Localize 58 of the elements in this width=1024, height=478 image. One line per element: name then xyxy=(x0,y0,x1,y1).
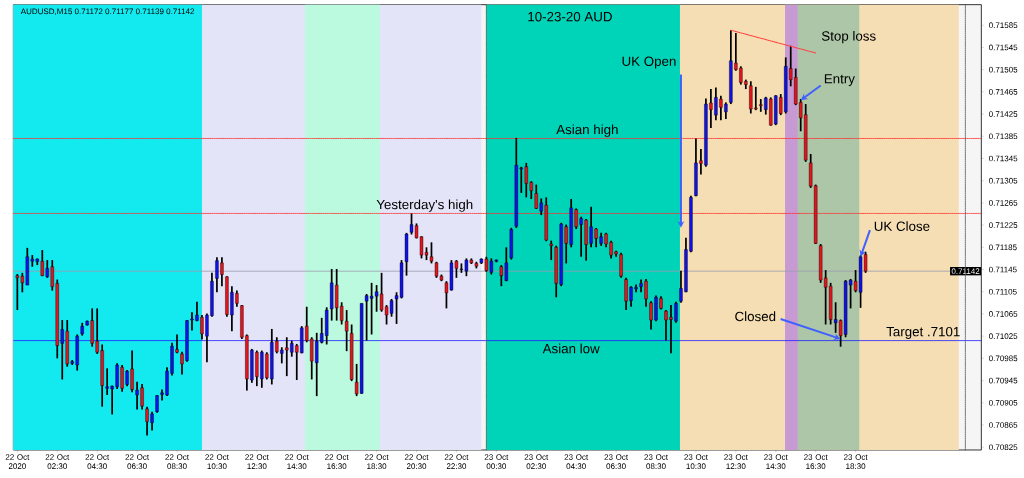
y-tick-label: 0.71585 xyxy=(989,22,1018,29)
x-tick-label: 23 Oct 10:30 xyxy=(684,454,708,469)
x-tick-label: 22 Oct 18:30 xyxy=(364,454,389,469)
x-tick-label: 23 Oct 06:30 xyxy=(604,454,629,469)
annotation: Entry xyxy=(824,74,855,87)
ref-line-label: Yesterday's high xyxy=(376,199,473,212)
annotation: UK Close xyxy=(874,221,930,231)
x-tick-label: 22 Oct 20:30 xyxy=(404,454,429,469)
x-tick-label: 23 Oct 12:30 xyxy=(724,454,748,469)
candlestick xyxy=(15,273,20,311)
candlestick xyxy=(499,264,504,288)
x-tick-label: 22 Oct 08:30 xyxy=(165,454,189,469)
y-tick-label: 0.71265 xyxy=(989,200,1018,206)
x-tick-label: 23 Oct 00:30 xyxy=(484,454,509,469)
y-tick-label: 0.70865 xyxy=(989,422,1018,428)
y-tick-label: 0.70945 xyxy=(989,377,1018,384)
x-tick-label: 23 Oct 14:30 xyxy=(764,454,788,469)
y-tick-label: 0.71105 xyxy=(989,288,1017,295)
x-tick-label: 23 Oct 02:30 xyxy=(524,454,549,469)
y-tick-label: 0.71305 xyxy=(989,177,1018,184)
y-tick-label: 0.70985 xyxy=(989,355,1018,362)
x-tick-label: 23 Oct 16:30 xyxy=(804,454,828,469)
candlestick xyxy=(549,239,553,261)
annotation: Stop loss xyxy=(821,30,876,44)
x-tick-label: 23 Oct 08:30 xyxy=(644,454,668,469)
annotation: UK Open xyxy=(622,56,676,69)
ref-line-label: Asian high xyxy=(556,124,618,137)
y-tick-label: 0.71505 xyxy=(989,66,1018,73)
ref-line-label: Target .7101 xyxy=(886,326,960,339)
y-tick-label: 0.70825 xyxy=(989,444,1018,451)
x-tick-label: 23 Oct 18:30 xyxy=(843,454,868,469)
ref-line-label: 0.71142 xyxy=(951,268,980,275)
y-tick-label: 0.71425 xyxy=(989,111,1018,117)
y-tick-label: 0.70905 xyxy=(989,399,1018,406)
y-tick-label: 0.71465 xyxy=(989,89,1018,95)
y-tick-label: 0.71345 xyxy=(989,155,1018,162)
x-tick-label: 22 Oct 02:30 xyxy=(45,454,70,469)
y-tick-label: 0.71545 xyxy=(989,44,1018,51)
x-tick-label: 22 Oct 16:30 xyxy=(325,454,349,469)
annotation: Closed xyxy=(735,311,776,322)
x-tick-label: 22 Oct 22:30 xyxy=(444,454,469,469)
y-tick-label: 0.71145 xyxy=(989,266,1017,273)
x-tick-label: 22 Oct 14:30 xyxy=(285,454,309,469)
chart-subtitle: 10-23-20 AUD xyxy=(528,11,612,22)
y-tick-label: 0.71025 xyxy=(989,333,1018,339)
y-tick-label: 0.71065 xyxy=(989,311,1018,317)
candlestick xyxy=(429,241,434,265)
x-tick-label: 22 Oct 12:30 xyxy=(245,454,269,469)
x-tick-label: 22 Oct 06:30 xyxy=(125,454,150,469)
y-tick-label: 0.71225 xyxy=(989,222,1018,228)
x-tick-label: 23 Oct 04:30 xyxy=(564,454,589,469)
chart-title: AUDUSD,M15 0.71172 0.71177 0.71139 0.71142 xyxy=(20,8,195,16)
y-tick-label: 0.71185 xyxy=(989,244,1017,251)
x-tick-label: 22 Oct 2020 xyxy=(5,454,30,469)
x-tick-label: 22 Oct 04:30 xyxy=(85,454,110,469)
y-tick-label: 0.71385 xyxy=(989,133,1018,140)
annotation: Asian low xyxy=(542,343,600,354)
x-tick-label: 22 Oct 10:30 xyxy=(205,454,229,469)
